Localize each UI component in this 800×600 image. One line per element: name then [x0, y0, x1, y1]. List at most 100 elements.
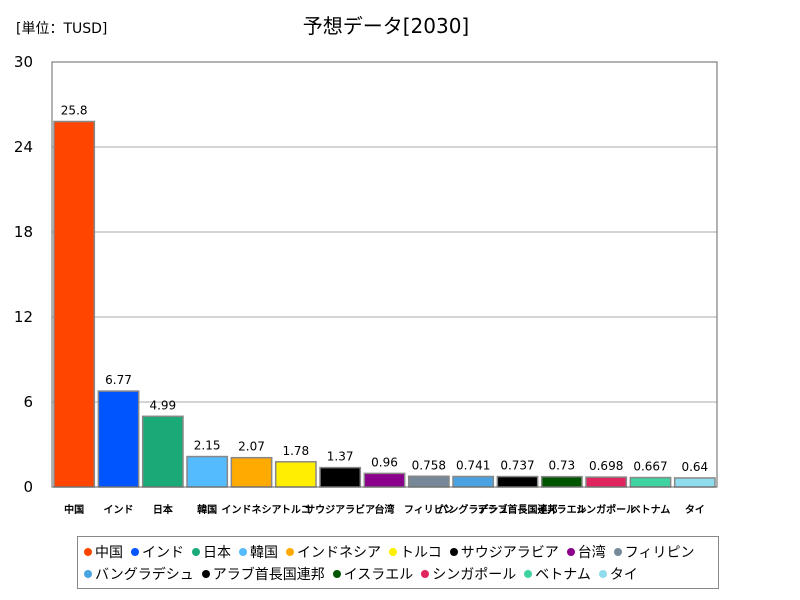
legend-label: フィリピン: [624, 545, 695, 561]
legend-item: インド: [131, 542, 184, 562]
legend-label: シンガポール: [432, 567, 517, 583]
legend-swatch: [566, 548, 575, 556]
bar: [274, 461, 317, 488]
legend-item: フィリピン: [613, 542, 695, 562]
y-tick-label: 24: [14, 138, 33, 156]
legend-item: サウジアラビア: [449, 542, 559, 562]
data-label: 4.99: [149, 398, 176, 412]
bar: [407, 475, 450, 488]
legend-swatch: [84, 548, 92, 556]
legend-swatch: [524, 570, 533, 578]
data-label: 1.78: [282, 444, 309, 458]
x-tick-label: サウジアラビア: [305, 503, 375, 516]
legend-swatch: [239, 548, 247, 556]
x-tick-label: フィリピン: [404, 504, 454, 516]
legend-label: ベトナム: [535, 567, 591, 583]
x-tick-label: インド: [104, 504, 134, 516]
legend-label: 台湾: [577, 545, 606, 561]
legend: 中国 インド 日本 韓国 インドネシア トルコ サウジアラビア 台湾 フィリピン バングラデシュ…: [77, 536, 719, 589]
x-tick-label: タイ: [685, 504, 705, 516]
data-label: 6.77: [105, 373, 132, 387]
legend-swatch: [389, 548, 397, 556]
x-tick-label: シンガポール: [576, 503, 636, 516]
bar: [585, 476, 628, 488]
data-label: 0.96: [371, 455, 398, 469]
legend-label: 中国: [95, 545, 123, 561]
legend-swatch: [613, 548, 622, 556]
legend-swatch: [192, 548, 200, 556]
legend-item: シンガポール: [421, 564, 516, 584]
legend-label: バングラデシュ: [95, 567, 194, 583]
legend-item: アラブ首長国連邦: [201, 564, 325, 584]
bar: [496, 475, 539, 488]
bars: [53, 120, 716, 488]
legend-swatch: [201, 570, 210, 578]
legend-item: 韓国: [239, 542, 278, 562]
data-label: 0.667: [633, 460, 667, 474]
y-tick-label: 0: [23, 478, 33, 496]
legend-label: インド: [142, 545, 184, 561]
y-tick-label: 12: [14, 308, 33, 326]
x-tick-label: イスラエル: [537, 504, 587, 516]
legend-swatch: [421, 570, 430, 578]
data-label: 0.698: [589, 459, 623, 473]
legend-swatch: [598, 570, 607, 578]
legend-label: 日本: [203, 545, 231, 561]
legend-item: イスラエル: [332, 564, 414, 584]
bar: [363, 472, 406, 488]
data-label: 0.64: [681, 460, 708, 474]
x-tick-label: 日本: [153, 503, 174, 516]
data-label: 2.15: [194, 439, 221, 453]
legend-item: 台湾: [566, 542, 606, 562]
bar: [540, 475, 583, 488]
x-tick-label: インドネシア: [222, 504, 282, 516]
legend-label: イスラエル: [343, 567, 414, 583]
legend-item: ベトナム: [524, 564, 591, 584]
bar: [97, 390, 140, 488]
legend-item: タイ: [598, 564, 638, 584]
y-tick-label: 18: [14, 223, 33, 241]
x-tick-label: 中国: [64, 503, 84, 516]
legend-label: インドネシア: [297, 545, 381, 561]
x-tick-label: トルコ: [281, 504, 311, 516]
y-axis-ticks: 0 6 12 18 24 30: [14, 53, 33, 496]
legend-row: バングラデシュ アラブ首長国連邦 イスラエル シンガポール ベトナム タイ: [84, 564, 646, 584]
legend-item: インドネシア: [286, 542, 381, 562]
legend-label: アラブ首長国連邦: [212, 567, 325, 583]
bar: [53, 120, 96, 488]
legend-item: 中国: [84, 542, 123, 562]
bar: [673, 477, 716, 488]
legend-label: サウジアラビア: [460, 545, 559, 561]
legend-label: 韓国: [250, 545, 278, 561]
bar: [629, 476, 672, 488]
plot-frame: [51, 61, 718, 488]
x-tick-label: 台湾: [375, 503, 395, 516]
data-label: 25.8: [61, 104, 88, 118]
x-tick-label: アラブ首長国連邦: [478, 503, 558, 516]
legend-swatch: [449, 548, 458, 556]
x-tick-label: 韓国: [197, 503, 217, 516]
chart-title: 予想データ[2030]: [303, 14, 470, 38]
y-tick-label: 6: [23, 393, 33, 411]
legend-item: 日本: [192, 542, 231, 562]
legend-swatch: [84, 570, 92, 578]
bar: [230, 456, 273, 488]
data-label: 0.758: [412, 458, 446, 472]
data-label: 0.741: [456, 459, 490, 473]
data-label: 0.737: [500, 459, 534, 473]
legend-swatch: [332, 570, 341, 578]
bar: [319, 466, 362, 488]
legend-label: トルコ: [400, 545, 442, 561]
legend-row: 中国 インド 日本 韓国 インドネシア トルコ サウジアラビア 台湾 フィリピン: [84, 542, 702, 562]
bar: [186, 455, 229, 488]
bar: [141, 415, 184, 488]
legend-item: バングラデシュ: [84, 564, 194, 584]
legend-item: トルコ: [389, 542, 442, 562]
data-labels: 25.8 6.77 4.99 2.15 2.07 1.78 1.37 0.96 0.758 0.7…: [61, 104, 708, 474]
x-tick-label: ベトナム: [631, 504, 671, 516]
data-label: 0.73: [548, 459, 575, 473]
x-tick-label: バングラデシュ: [438, 503, 509, 516]
y-tick-label: 30: [14, 53, 33, 71]
